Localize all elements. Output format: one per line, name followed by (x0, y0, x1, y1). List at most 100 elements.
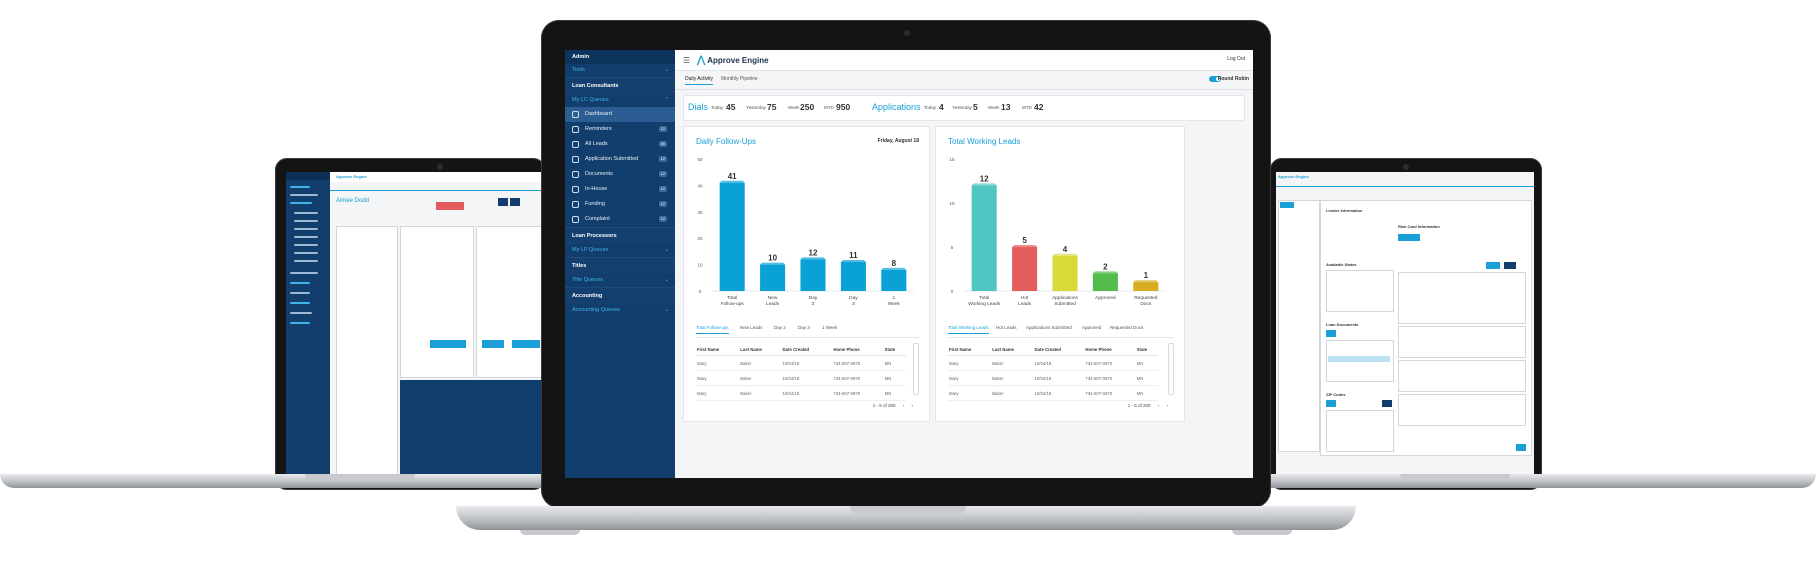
table-row[interactable]: Mary Baker 10/04/18 734-607-0870 MN (696, 355, 906, 371)
bar-cap (881, 267, 907, 270)
column-header[interactable]: Home Phone (1084, 343, 1136, 356)
sidebar-loan-processors: Loan Processors (565, 227, 675, 244)
table-cell: 734-607-0870 (1084, 370, 1136, 386)
table-cell: 10/04/18 (781, 385, 833, 401)
table-row[interactable]: Mary Baker 10/04/18 734-607-0870 MN (696, 370, 906, 386)
sidebar-item-documents[interactable]: Documents 12 (565, 167, 675, 182)
pagination: 1 - 5 of 200 ‹ › (867, 403, 913, 408)
sidebar-my-lc-queues[interactable]: My LC Queues ⌃ (565, 94, 675, 107)
stat-value: 5 (973, 102, 978, 112)
working-leads-table: First Name Last Name Date Created Home P… (948, 343, 1158, 401)
tab-day-2[interactable]: Day 2 (774, 325, 786, 330)
chevron-down-icon: ⌄ (664, 277, 669, 283)
column-header[interactable]: First Name (696, 343, 740, 356)
x-tick-label: Submitted (1054, 301, 1076, 307)
sidebar-accounting-queues[interactable]: Accounting Queues ⌄ (565, 304, 675, 317)
sidebar-tools[interactable]: Tools ⌄ (565, 64, 675, 77)
stat-value: 13 (1001, 102, 1011, 112)
sidebar-admin[interactable]: Admin (565, 50, 675, 64)
count-badge: 12 (658, 201, 667, 207)
column-header[interactable]: State (1135, 343, 1158, 356)
bar (1133, 282, 1159, 291)
sidebar-item-funding[interactable]: Funding 12 (565, 197, 675, 212)
table-row[interactable]: Mary Baker 10/04/18 734-607-0870 MN (948, 355, 1158, 371)
table-cell: 734-607-0870 (1084, 355, 1136, 371)
daily-followups-card: Daily Follow-Ups Friday, August 18 0 10 20… (683, 126, 930, 422)
sidebar-item-all-leads[interactable]: All Leads 36 (565, 137, 675, 152)
tab-daily-activity[interactable]: Daily Activity (685, 76, 714, 85)
x-tick-label: Approved (1095, 295, 1116, 301)
chevron-left-icon[interactable]: ‹ (902, 403, 905, 408)
tab-approved[interactable]: Approved (1082, 325, 1102, 330)
sidebar-item-application-submitted[interactable]: Application Submitted 12 (565, 152, 675, 167)
table-row[interactable]: Mary Baker 10/04/18 734-607-0870 MN (696, 385, 906, 401)
count-badge: 12 (658, 126, 667, 132)
table-scrollbar[interactable] (913, 343, 919, 395)
table-cell: Mary (696, 385, 740, 401)
tab-hot-leads[interactable]: Hot Leads (996, 325, 1017, 330)
working-leads-tabs: Total Working Leads Hot Leads Applicatio… (948, 325, 1174, 338)
column-header[interactable]: Date Created (1033, 343, 1085, 356)
bar-cap (1012, 245, 1038, 247)
table-cell: MN (883, 385, 906, 401)
column-header[interactable]: Date Created (781, 343, 833, 356)
chevron-right-icon[interactable]: › (911, 403, 914, 408)
y-tick-label: 30 (697, 210, 703, 215)
card-title: Total Working Leads (948, 137, 1021, 146)
x-tick-label: Docs (1140, 301, 1152, 307)
working-leads-card: Total Working Leads 0 5 10 15 12 Total Working… (935, 126, 1185, 422)
column-header[interactable]: Last Name (991, 343, 1034, 356)
sidebar-title-queues[interactable]: Title Queues ⌄ (565, 274, 675, 287)
table-cell: Mary (696, 355, 740, 371)
sidebar-item-complaint[interactable]: Complaint 12 (565, 212, 675, 227)
tab-monthly-pipeline[interactable]: Monthly Pipeline (721, 76, 758, 82)
top-bar: ☰ ⋀ Approve Engine Log Out (675, 50, 1253, 71)
column-header[interactable]: Home Phone (832, 343, 884, 356)
logout-link[interactable]: Log Out (1227, 56, 1245, 62)
chevron-left-icon[interactable]: ‹ (1157, 403, 1160, 408)
data-label: 12 (809, 248, 818, 257)
tab-day-3[interactable]: Day 3 (798, 325, 810, 330)
tab-total-working-leads[interactable]: Total Working Leads (948, 325, 989, 334)
main-screen: Admin Tools ⌄ Loan Consultants My LC Queu… (565, 50, 1253, 478)
bar (840, 261, 866, 291)
x-tick-label: Hot (1021, 295, 1029, 301)
stat-label: Yesterday (746, 105, 766, 110)
users-icon (572, 141, 579, 148)
table-row[interactable]: Mary Baker 10/04/18 734-607-0870 MN (948, 385, 1158, 401)
tab-applications-submitted[interactable]: Applications Submitted (1026, 325, 1072, 330)
table-cell: 10/04/18 (1033, 355, 1085, 371)
table-scrollbar[interactable] (1168, 343, 1174, 395)
chevron-right-icon[interactable]: › (1166, 403, 1169, 408)
table-cell: 734-607-0870 (832, 370, 884, 386)
pagination-label: 1 - 5 of 200 (1127, 403, 1151, 408)
table-header: First Name Last Name Date Created Home P… (948, 343, 1158, 356)
table-cell: MN (1135, 355, 1158, 371)
count-badge: 12 (658, 171, 667, 177)
sidebar-item-in-house[interactable]: In-House 12 (565, 182, 675, 197)
sidebar-item-dashboard[interactable]: Dashboard (565, 107, 675, 122)
column-header[interactable]: First Name (948, 343, 992, 356)
table-cell: MN (883, 355, 906, 371)
column-header[interactable]: State (883, 343, 906, 356)
bar-cap (760, 262, 786, 265)
x-tick-label: Leads (766, 301, 780, 307)
sidebar-my-lp-queues[interactable]: My LP Queues ⌄ (565, 244, 675, 257)
x-tick-label: Day (809, 295, 818, 301)
table-row[interactable]: Mary Baker 10/04/18 734-607-0870 MN (948, 370, 1158, 386)
column-header[interactable]: Last Name (739, 343, 782, 356)
stat-value: 950 (836, 102, 851, 112)
sidebar-item-reminders[interactable]: Reminders 12 (565, 122, 675, 137)
data-label: 8 (892, 259, 897, 268)
tab-total-followups[interactable]: Total Follow-ups (696, 325, 729, 334)
bar (1092, 273, 1118, 291)
menu-icon[interactable]: ☰ (683, 56, 691, 65)
tab-new-leads[interactable]: New Leads (740, 325, 763, 330)
round-robin-toggle[interactable] (1209, 76, 1221, 82)
table-cell: 734-607-0870 (1084, 385, 1136, 401)
tab-1-week[interactable]: 1 Week (822, 325, 838, 330)
table-cell: Baker (991, 385, 1034, 401)
tab-requested-docs[interactable]: Requested Docs (1110, 325, 1144, 330)
left-laptop-screen: Approve Engine Aimee Dodd (286, 172, 546, 474)
